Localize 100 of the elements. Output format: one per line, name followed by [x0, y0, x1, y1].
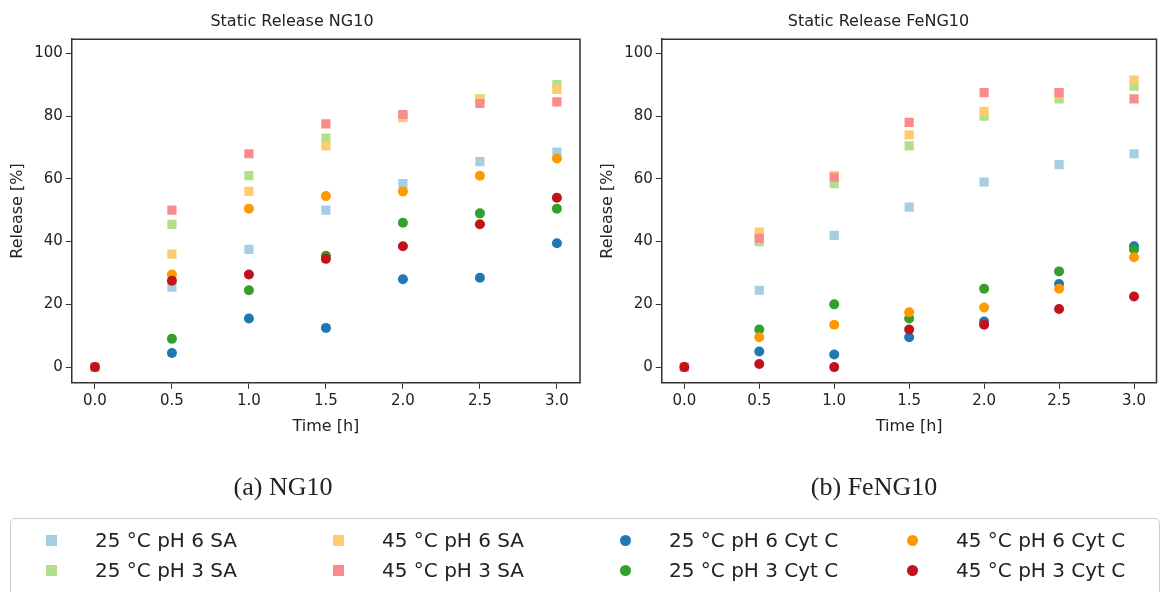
point [475, 156, 485, 167]
x-axis-title: Time [h] [291, 415, 360, 435]
y-tick-label: 60 [633, 168, 653, 187]
x-tick-label: 1.5 [313, 390, 338, 409]
point [904, 117, 914, 127]
x-tick-label: 0.0 [83, 390, 107, 409]
point [754, 358, 765, 369]
x-tick-label: 3.0 [544, 390, 569, 409]
point [397, 186, 408, 197]
point [904, 141, 914, 151]
point [474, 219, 485, 230]
x-tick-label: 2.5 [1047, 390, 1071, 409]
point [552, 97, 562, 107]
point [166, 347, 177, 358]
point [754, 285, 764, 295]
y-tick-label: 100 [34, 43, 63, 62]
point [904, 202, 914, 212]
point [474, 272, 485, 283]
point [754, 233, 764, 244]
chart-title: Static Release FeNG10 [787, 10, 970, 30]
point [321, 141, 331, 151]
point [243, 285, 254, 296]
point [904, 130, 914, 140]
point [904, 307, 915, 318]
legend-label: 45 °C pH 6 SA [382, 528, 525, 552]
y-axis-title: Release [%] [596, 163, 616, 259]
y-tick-label: 60 [43, 168, 63, 187]
point [754, 332, 765, 343]
legend-label: 25 °C pH 3 Cyt C [669, 558, 839, 582]
x-tick-label: 1.0 [236, 390, 261, 409]
point [397, 241, 408, 252]
point [829, 362, 840, 373]
point [474, 170, 485, 181]
point [1129, 149, 1139, 159]
point [398, 178, 408, 189]
x-tick-label: 0.0 [672, 390, 697, 409]
point [979, 87, 989, 98]
point [904, 324, 915, 335]
y-tick-label: 100 [624, 43, 653, 62]
y-tick-label: 80 [633, 105, 653, 124]
point [1129, 75, 1139, 85]
legend-label: 25 °C pH 6 Cyt C [669, 528, 839, 552]
legend-label: 45 °C pH 6 Cyt C [956, 528, 1126, 552]
point [552, 84, 562, 94]
point [551, 153, 562, 164]
y-tick-label: 80 [43, 105, 63, 124]
point [1054, 160, 1064, 170]
point [829, 319, 840, 330]
y-axis-title: Release [%] [6, 163, 26, 259]
x-tick-label: 3.0 [1122, 390, 1146, 409]
legend-label: 25 °C pH 6 SA [95, 528, 238, 552]
point [829, 349, 840, 360]
y-tick-label: 20 [43, 294, 63, 313]
point [1054, 266, 1065, 277]
point [321, 119, 331, 129]
x-tick-label: 2.0 [972, 390, 997, 409]
point [1054, 283, 1065, 294]
point [551, 238, 562, 249]
text: (b) FeNG10 [809, 472, 939, 502]
point [475, 98, 485, 109]
point [1129, 252, 1140, 263]
point [320, 191, 331, 202]
y-tick-label: 0 [643, 357, 653, 375]
point [1054, 304, 1065, 315]
point [244, 244, 254, 255]
point [244, 171, 254, 181]
point [243, 313, 254, 324]
x-tick-label: 1.5 [897, 390, 922, 409]
x-tick-label: 2.0 [390, 390, 415, 409]
y-tick-label: 20 [633, 294, 653, 313]
x-tick-label: 0.5 [747, 390, 772, 409]
point [979, 283, 990, 294]
y-tick-label: 40 [43, 231, 63, 250]
point [551, 192, 562, 203]
y-tick-label: 0 [53, 357, 63, 375]
legend-label: 45 °C pH 3 Cyt C [956, 558, 1126, 582]
point [243, 269, 254, 280]
y-tick-label: 40 [633, 231, 653, 250]
legend-label: 45 °C pH 3 SA [382, 558, 525, 582]
point [397, 274, 408, 285]
x-axis-title: Time [h] [874, 415, 943, 435]
point [244, 149, 254, 159]
x-tick-label: 0.5 [159, 390, 184, 409]
point [979, 302, 990, 313]
point [979, 177, 989, 187]
x-tick-label: 2.5 [467, 390, 492, 409]
point [167, 219, 177, 229]
point [166, 275, 177, 286]
chart-title: Static Release NG10 [210, 10, 374, 30]
point [167, 249, 177, 259]
point [474, 208, 485, 219]
point [1129, 291, 1140, 302]
point [1129, 94, 1139, 104]
point [321, 205, 331, 215]
point [397, 217, 408, 228]
point [167, 205, 177, 215]
legend-label: 25 °C pH 3 SA [95, 558, 238, 582]
point [829, 230, 839, 240]
point [551, 203, 562, 214]
point [166, 333, 177, 344]
